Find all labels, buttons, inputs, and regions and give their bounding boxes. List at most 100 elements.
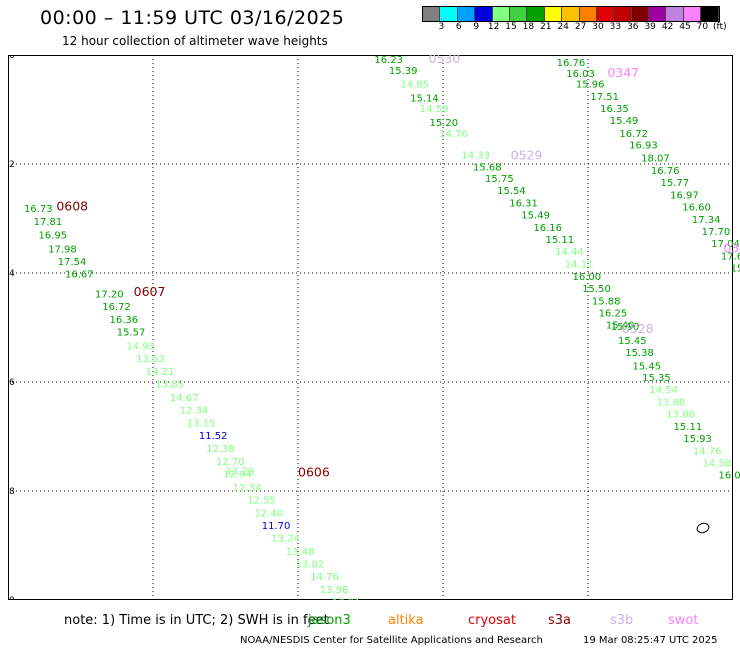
wave-height-value: 15.11 xyxy=(545,235,574,246)
wave-height-value: 13.29 xyxy=(226,467,255,478)
legend-swatch xyxy=(562,7,580,21)
wave-height-value: 12.55 xyxy=(247,496,276,507)
lat-tick-label: -70 xyxy=(8,596,15,600)
legend-swatch xyxy=(666,7,684,21)
legend-swatch xyxy=(596,7,615,21)
wave-height-value: 16.97 xyxy=(670,190,699,201)
wave-height-value: 14.44 xyxy=(555,247,584,258)
wave-height-value: 14.76 xyxy=(693,446,722,457)
mission-s3b: s3b xyxy=(610,613,634,628)
wave-height-value: 12.34 xyxy=(180,406,209,417)
wave-height-value: 13.85 xyxy=(155,379,184,390)
wave-height-value: 15.11 xyxy=(674,422,703,433)
wave-height-value: 13.86 xyxy=(666,409,695,420)
wave-height-value: 13.24 xyxy=(271,534,300,545)
wave-height-value: 16.23 xyxy=(374,55,403,66)
wave-height-value: 16.25 xyxy=(599,309,628,320)
legend-swatch xyxy=(527,7,545,21)
wave-height-value: 15.54 xyxy=(497,186,526,197)
lat-tick-label: -68 xyxy=(8,487,15,497)
wave-height-value: 16.72 xyxy=(619,129,648,140)
wave-height-value: 13.82 xyxy=(296,559,325,570)
wave-height-value: 15.38 xyxy=(625,348,654,359)
track-time-label: 0528 xyxy=(622,321,654,336)
wave-height-value: 16.67 xyxy=(65,269,94,280)
wave-height-value: 13.48 xyxy=(286,547,315,558)
legend-tick-label: 21 xyxy=(540,22,552,32)
legend-tick-label: (ft) xyxy=(713,22,727,32)
wave-height-value: 15.77 xyxy=(661,178,690,189)
wave-height-value: 15.57 xyxy=(117,328,146,339)
wave-height-value: 14.85 xyxy=(400,80,429,91)
lat-tick-label: -62 xyxy=(8,160,15,170)
wave-height-value: 15.90 xyxy=(611,322,640,333)
wave-height-value: 14.21 xyxy=(146,367,175,378)
legend-swatch xyxy=(475,7,493,21)
track-time-label: 0606 xyxy=(298,464,330,479)
map-frame xyxy=(8,55,733,600)
wave-height-value: 14.67 xyxy=(170,393,199,404)
wave-height-value: 13.88 xyxy=(657,397,686,408)
wave-height-value: 12.34 xyxy=(233,483,262,494)
track-time-label: 0346 xyxy=(603,55,635,58)
wave-height-value: 16.31 xyxy=(509,199,538,210)
wave-height-map: -105-102-99-96-93-90-60-62-64-66-68-7016… xyxy=(8,55,740,600)
wave-height-value: 17.54 xyxy=(58,257,87,268)
wave-height-value: 16.73 xyxy=(24,204,53,215)
wave-height-value: 15.45 xyxy=(632,361,661,372)
wave-height-value: 12.94 xyxy=(223,469,252,480)
footnote: note: 1) Time is in UTC; 2) SWH is in fe… xyxy=(64,613,329,628)
wave-height-value: 17.98 xyxy=(48,244,77,255)
legend-tick-label: 42 xyxy=(661,22,674,32)
wave-height-value: 12.70 xyxy=(216,457,245,468)
legend-swatch xyxy=(544,7,563,21)
legend-swatch xyxy=(631,7,650,21)
legend-tick-label: 70 xyxy=(696,22,709,32)
wave-height-value: 15.75 xyxy=(485,174,514,185)
wave-height-value: 16.03 xyxy=(566,69,595,80)
legend-tick-label: 15 xyxy=(505,22,517,32)
mission-swot: swot xyxy=(668,613,699,628)
legend-tick-label: 45 xyxy=(679,22,691,32)
legend-swatch xyxy=(457,7,476,21)
legend-tick-label: 6 xyxy=(455,22,462,32)
wave-height-value: 14.59 xyxy=(420,104,449,115)
wave-height-value: 15.49 xyxy=(610,116,639,127)
wave-height-value: 18.57 xyxy=(547,55,576,58)
wave-height-value: 14.93 xyxy=(126,341,155,352)
wave-height-value: 15.93 xyxy=(683,434,712,445)
wave-height-value: 13.98 xyxy=(320,585,349,596)
wave-height-value: 16.36 xyxy=(110,315,139,326)
wave-height-value: 16.95 xyxy=(38,231,67,242)
color-scale-ticks: 3 6 9 12 15 18 21 24 27 30 33 36 39 42 45 70 (ft) xyxy=(422,22,740,34)
wave-height-value: 17.66 xyxy=(721,251,740,262)
mission-altika: altika xyxy=(388,613,424,628)
lat-tick-label: -66 xyxy=(8,378,15,388)
legend-tick-label: 12 xyxy=(487,22,500,32)
track-time-label: 0608 xyxy=(56,198,88,213)
wave-height-value: 16.76 xyxy=(557,58,586,69)
legend-tick-label: 9 xyxy=(473,22,480,32)
wave-height-value: 15.40 xyxy=(606,321,635,332)
wave-height-value: 16.0 xyxy=(719,470,740,481)
credit-line: NOAA/NESDIS Center for Satellite Applica… xyxy=(240,635,543,646)
legend-tick-label: 24 xyxy=(557,22,569,32)
legend-tick-label: 30 xyxy=(592,22,604,32)
wave-height-value: 15.45 xyxy=(618,336,647,347)
wave-height-value: 16.00 xyxy=(573,272,602,283)
page-title: 00:00 – 11:59 UTC 03/16/2025 xyxy=(40,7,345,29)
wave-height-value: 14.76 xyxy=(310,572,339,583)
legend-swatch xyxy=(492,7,510,21)
legend-swatch xyxy=(579,7,597,21)
wave-height-value: 17.04 xyxy=(711,239,740,250)
track-time-label: 0347 xyxy=(607,65,639,80)
legend-swatch xyxy=(701,7,719,21)
wave-height-value: 15.50 xyxy=(582,284,611,295)
wave-height-value: 11.52 xyxy=(199,431,228,442)
wave-height-value: 18.07 xyxy=(641,153,670,164)
wave-height-value: 14.54 xyxy=(649,385,678,396)
wave-height-value: 17.20 xyxy=(95,290,124,301)
wave-height-value: 17.81 xyxy=(34,217,63,228)
legend-swatch xyxy=(509,7,528,21)
wave-height-value: 15.14 xyxy=(410,93,439,104)
